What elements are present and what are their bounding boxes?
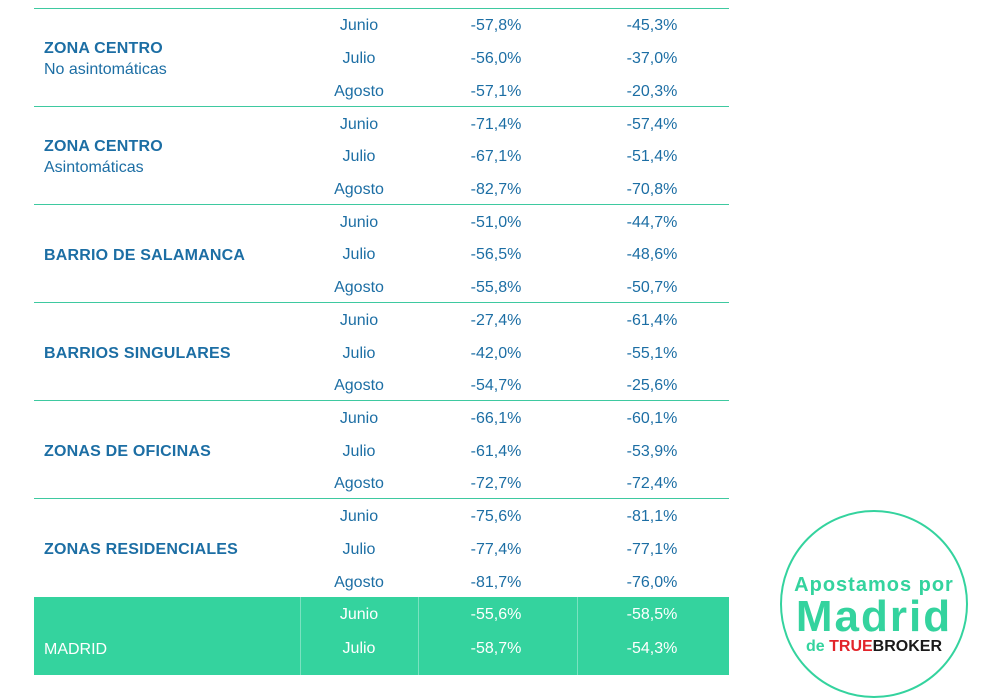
value-cell-1: -56,5% (470, 246, 522, 263)
month-cell: Junio (339, 214, 379, 231)
value-cell-1: -75,6% (470, 508, 522, 525)
value-cell-2: -57,4% (626, 116, 678, 133)
value-cell-2: -70,8% (626, 181, 678, 198)
month-cell: Junio (339, 312, 379, 329)
zone-name: BARRIO DE SALAMANCA (44, 247, 246, 264)
logo-brand-broker: BROKER (872, 638, 943, 655)
value-cell-1: -66,1% (470, 410, 522, 427)
value-cell-2: -25,6% (626, 377, 678, 394)
zone-name: ZONAS DE OFICINAS (44, 443, 211, 460)
value-cell-2: -55,1% (626, 345, 678, 362)
value-cell-2: -54,3% (626, 640, 678, 657)
zone-subtitle: Asintomáticas (44, 159, 144, 176)
value-cell-1: -72,7% (470, 475, 522, 492)
value-cell-1: -82,7% (470, 181, 522, 198)
value-cell-1: -57,1% (470, 83, 522, 100)
column-separator (300, 597, 301, 675)
value-cell-2: -20,3% (626, 83, 678, 100)
month-cell: Agosto (334, 279, 384, 296)
zone-name: ZONAS RESIDENCIALES (44, 541, 239, 558)
month-cell: Julio (342, 50, 376, 67)
madrid-highlight-row (34, 597, 729, 675)
column-separator (418, 597, 419, 675)
value-cell-1: -58,7% (470, 640, 522, 657)
row-separator (34, 204, 729, 205)
value-cell-2: -81,1% (626, 508, 678, 525)
value-cell-1: -57,8% (470, 17, 522, 34)
zone-subtitle: No asintomáticas (44, 61, 167, 78)
value-cell-2: -58,5% (626, 606, 678, 623)
value-cell-1: -81,7% (470, 574, 522, 591)
apostamos-por-madrid-logo: Apostamos por Madrid de TRUEBROKER (780, 510, 968, 698)
value-cell-2: -60,1% (626, 410, 678, 427)
month-cell: Julio (342, 640, 376, 657)
row-separator (34, 302, 729, 303)
month-cell: Junio (339, 17, 379, 34)
month-cell: Junio (339, 410, 379, 427)
value-cell-2: -61,4% (626, 312, 678, 329)
value-cell-1: -54,7% (470, 377, 522, 394)
row-separator (34, 498, 729, 499)
row-separator (34, 400, 729, 401)
value-cell-2: -72,4% (626, 475, 678, 492)
column-separator (577, 597, 578, 675)
value-cell-2: -53,9% (626, 443, 678, 460)
value-cell-1: -71,4% (470, 116, 522, 133)
month-cell: Junio (339, 508, 379, 525)
month-cell: Julio (342, 148, 376, 165)
zone-name: ZONA CENTRO (44, 40, 163, 57)
value-cell-2: -76,0% (626, 574, 678, 591)
month-cell: Julio (342, 443, 376, 460)
month-cell: Agosto (334, 181, 384, 198)
value-cell-2: -44,7% (626, 214, 678, 231)
value-cell-1: -55,8% (470, 279, 522, 296)
month-cell: Julio (342, 345, 376, 362)
value-cell-1: -61,4% (470, 443, 522, 460)
zone-name: BARRIOS SINGULARES (44, 345, 231, 362)
logo-brand-true: TRUE (829, 638, 873, 655)
value-cell-2: -51,4% (626, 148, 678, 165)
value-cell-2: -48,6% (626, 246, 678, 263)
month-cell: Junio (339, 116, 379, 133)
month-cell: Agosto (334, 377, 384, 394)
logo-brand-line: de TRUEBROKER (782, 638, 966, 656)
logo-line-1: Apostamos por (794, 574, 954, 596)
month-cell: Julio (342, 541, 376, 558)
value-cell-1: -55,6% (470, 606, 522, 623)
month-cell: Agosto (334, 475, 384, 492)
row-separator (34, 106, 729, 107)
month-cell: Agosto (334, 83, 384, 100)
month-cell: Agosto (334, 574, 384, 591)
value-cell-1: -27,4% (470, 312, 522, 329)
month-cell: Julio (342, 246, 376, 263)
month-cell: Junio (339, 606, 379, 623)
value-cell-1: -67,1% (470, 148, 522, 165)
zone-name: ZONA CENTRO (44, 138, 163, 155)
value-cell-2: -37,0% (626, 50, 678, 67)
value-cell-1: -77,4% (470, 541, 522, 558)
zone-name-madrid: MADRID (44, 641, 108, 658)
value-cell-1: -51,0% (470, 214, 522, 231)
table-top-line (34, 8, 729, 9)
value-cell-2: -77,1% (626, 541, 678, 558)
value-cell-2: -50,7% (626, 279, 678, 296)
value-cell-2: -45,3% (626, 17, 678, 34)
logo-line-2: Madrid (795, 592, 953, 641)
value-cell-1: -42,0% (470, 345, 522, 362)
value-cell-1: -56,0% (470, 50, 522, 67)
logo-de: de (805, 638, 825, 655)
